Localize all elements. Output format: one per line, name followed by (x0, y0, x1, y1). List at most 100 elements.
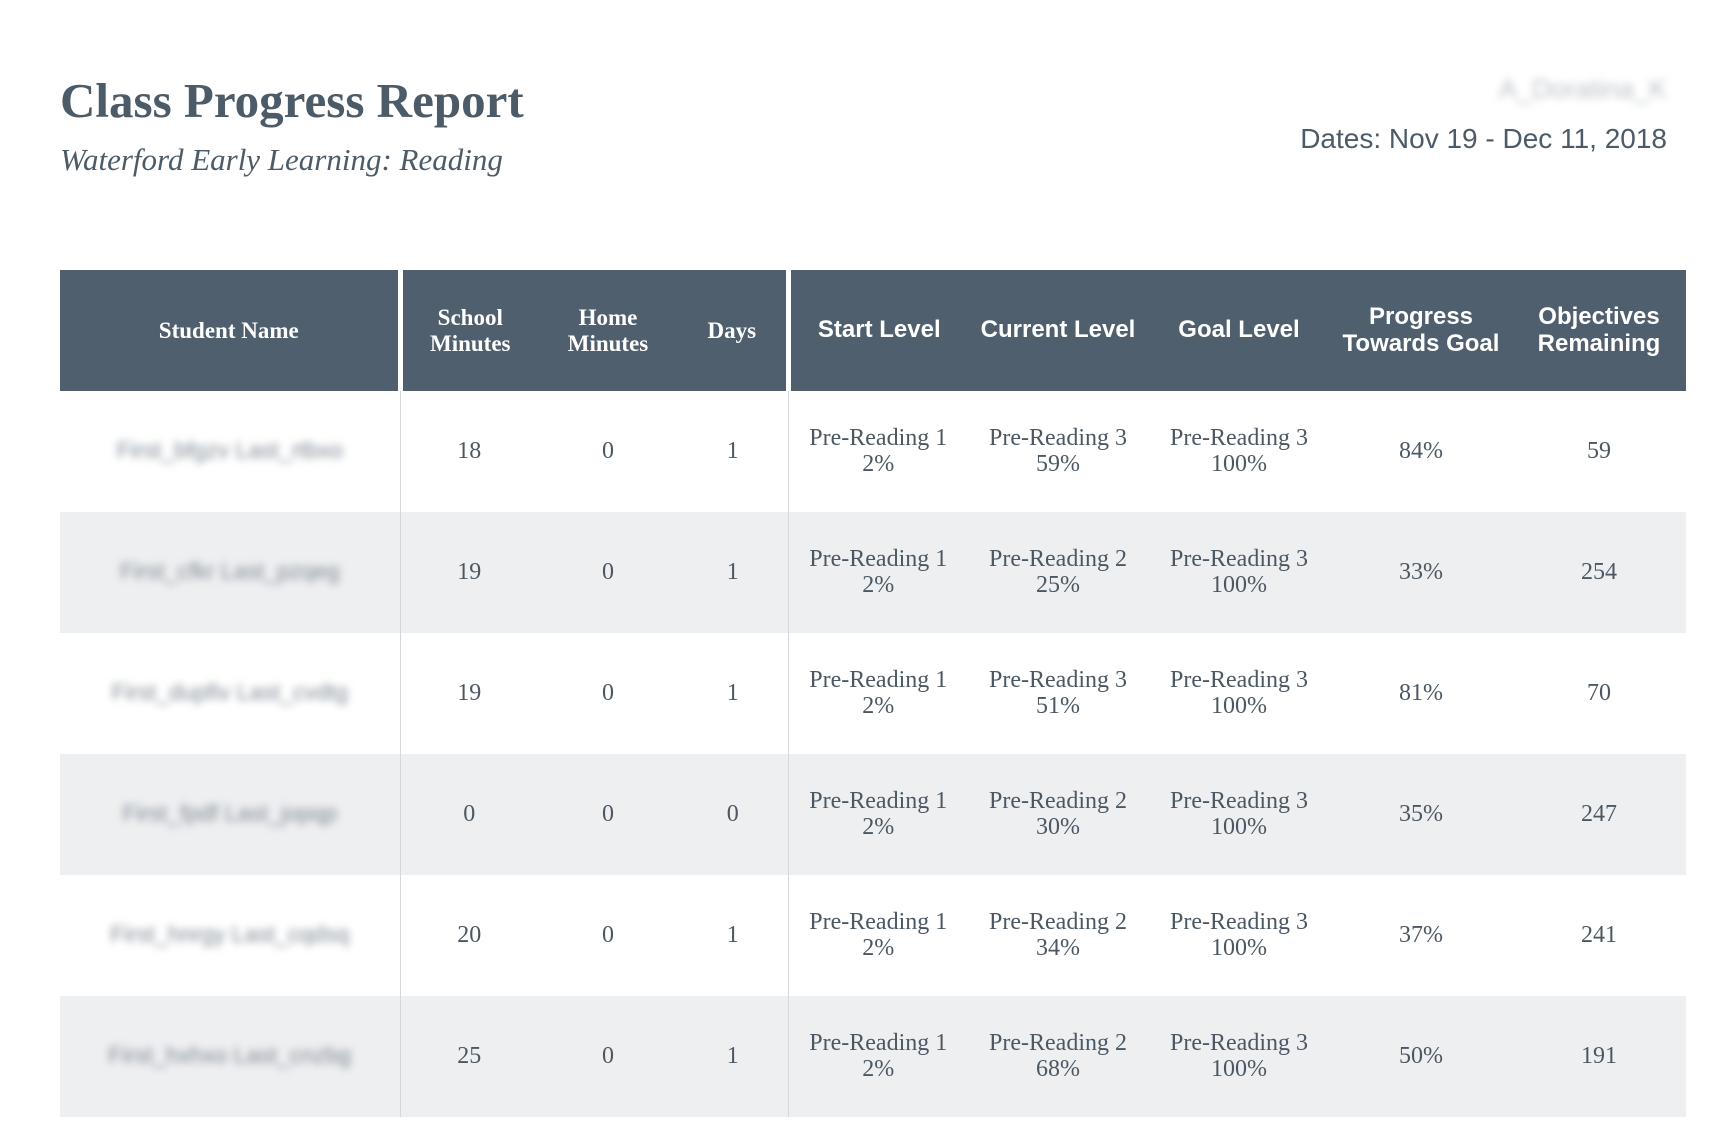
header-objectives-remaining[interactable]: Objectives Remaining (1512, 270, 1686, 391)
goal-level-name: Pre-Reading 3 (1170, 1030, 1308, 1057)
start-level-cell: Pre-Reading 1 2% (787, 391, 968, 512)
goal-level-percent: 100% (1211, 571, 1267, 598)
current-level-name: Pre-Reading 2 (989, 1030, 1127, 1057)
school-minutes-cell: 19 (399, 633, 538, 754)
header-goal-level[interactable]: Goal Level (1148, 270, 1330, 391)
start-level-name: Pre-Reading 1 (809, 1030, 948, 1057)
goal-level-percent: 100% (1211, 813, 1267, 840)
days-cell: 0 (678, 754, 788, 875)
start-level-percent: 2% (862, 813, 895, 840)
goal-level-percent: 100% (1211, 450, 1267, 477)
start-level-cell: Pre-Reading 1 2% (787, 996, 968, 1117)
student-name-cell[interactable]: First_cfkr Last_pzqeg (60, 512, 400, 633)
school-minutes-cell: 20 (399, 875, 538, 996)
progress-cell: 33% (1330, 512, 1512, 633)
goal-level-cell: Pre-Reading 3 100% (1148, 633, 1330, 754)
start-level-name: Pre-Reading 1 (809, 667, 948, 694)
school-minutes-cell: 18 (399, 391, 538, 512)
student-name[interactable]: First_hnrgy Last_cqdsq (110, 921, 350, 948)
progress-cell: 35% (1330, 754, 1512, 875)
current-level-percent: 34% (1036, 934, 1080, 961)
current-level-percent: 30% (1036, 813, 1080, 840)
school-minutes-cell: 19 (399, 512, 538, 633)
home-minutes-cell: 0 (538, 754, 678, 875)
header-home-minutes[interactable]: Home Minutes (538, 270, 678, 391)
start-level-percent: 2% (862, 692, 895, 719)
student-name-cell[interactable]: First_hxhxo Last_cnzbg (60, 996, 400, 1117)
current-level-name: Pre-Reading 2 (989, 909, 1127, 936)
current-level-cell: Pre-Reading 2 25% (968, 512, 1148, 633)
start-level-cell: Pre-Reading 1 2% (787, 875, 968, 996)
start-level-percent: 2% (862, 1055, 895, 1082)
student-name[interactable]: First_cfkr Last_pzqeg (119, 558, 340, 585)
header-student-name[interactable]: Student Name (60, 270, 400, 391)
table-row: First_fpdf Last_jopqp 0 0 0 Pre-Reading 1 2% P… (60, 754, 1686, 875)
current-level-cell: Pre-Reading 3 59% (968, 391, 1148, 512)
report-dates: Dates: Nov 19 - Dec 11, 2018 (1300, 123, 1667, 154)
header-school-minutes[interactable]: School Minutes (397, 270, 538, 391)
start-level-name: Pre-Reading 1 (809, 788, 948, 815)
start-level-cell: Pre-Reading 1 2% (787, 512, 968, 633)
current-level-percent: 59% (1036, 450, 1080, 477)
goal-level-cell: Pre-Reading 3 100% (1148, 512, 1330, 633)
objectives-remaining-cell: 59 (1587, 437, 1611, 464)
progress-cell: 50% (1330, 996, 1512, 1117)
start-level-name: Pre-Reading 1 (809, 546, 948, 573)
current-level-name: Pre-Reading 3 (989, 425, 1127, 452)
days-cell: 1 (726, 921, 739, 948)
header-days[interactable]: Days (678, 270, 788, 391)
goal-level-name: Pre-Reading 3 (1170, 788, 1308, 815)
home-minutes-cell: 0 (602, 679, 614, 706)
days-cell: 1 (678, 996, 788, 1117)
student-name[interactable]: First_dupfiv Last_cvdtg (111, 679, 348, 706)
days-cell: 1 (726, 679, 739, 706)
goal-level-cell: Pre-Reading 3 100% (1148, 391, 1330, 512)
header-current-level[interactable]: Current Level (968, 270, 1148, 391)
current-level-percent: 68% (1036, 1055, 1080, 1082)
report-title: Class Progress Report (60, 73, 524, 128)
progress-cell: 37% (1399, 921, 1443, 948)
current-level-name: Pre-Reading 3 (989, 667, 1127, 694)
start-level-percent: 2% (862, 450, 895, 477)
goal-level-percent: 100% (1211, 692, 1267, 719)
header-start-level[interactable]: Start Level (785, 270, 968, 391)
start-level-name: Pre-Reading 1 (809, 425, 948, 452)
goal-level-cell: Pre-Reading 3 100% (1148, 996, 1330, 1117)
student-name[interactable]: First_bfgzv Last_rtbxo (116, 437, 343, 464)
current-level-cell: Pre-Reading 2 68% (968, 996, 1148, 1117)
student-name-cell[interactable]: First_bfgzv Last_rtbxo (60, 391, 400, 512)
goal-level-cell: Pre-Reading 3 100% (1148, 754, 1330, 875)
objectives-remaining-cell: 254 (1512, 512, 1686, 633)
goal-level-percent: 100% (1211, 1055, 1267, 1082)
current-level-cell: Pre-Reading 3 51% (968, 633, 1148, 754)
progress-cell: 84% (1399, 437, 1443, 464)
goal-level-name: Pre-Reading 3 (1170, 909, 1308, 936)
current-level-name: Pre-Reading 2 (989, 546, 1127, 573)
student-name[interactable]: First_hxhxo Last_cnzbg (108, 1042, 352, 1069)
school-minutes-cell: 0 (399, 754, 538, 875)
student-name-cell[interactable]: First_fpdf Last_jopqp (60, 754, 400, 875)
goal-level-percent: 100% (1211, 934, 1267, 961)
home-minutes-cell: 0 (602, 437, 614, 464)
school-minutes-cell: 25 (399, 996, 538, 1117)
table-row: First_dupfiv Last_cvdtg 19 0 1 Pre-Reading 1… (60, 633, 1686, 754)
start-level-percent: 2% (862, 934, 895, 961)
start-level-name: Pre-Reading 1 (809, 909, 948, 936)
goal-level-name: Pre-Reading 3 (1170, 667, 1308, 694)
report-subtitle: Waterford Early Learning: Reading (60, 142, 503, 177)
teacher-name: A_Doratina_K (1498, 74, 1667, 104)
student-name[interactable]: First_fpdf Last_jopqp (122, 800, 338, 827)
current-level-cell: Pre-Reading 2 34% (968, 875, 1148, 996)
student-name-cell[interactable]: First_hnrgy Last_cqdsq (60, 875, 400, 996)
start-level-percent: 2% (862, 571, 895, 598)
goal-level-cell: Pre-Reading 3 100% (1148, 875, 1330, 996)
current-level-name: Pre-Reading 2 (989, 788, 1127, 815)
home-minutes-cell: 0 (538, 512, 678, 633)
objectives-remaining-cell: 70 (1587, 679, 1611, 706)
objectives-remaining-cell: 191 (1512, 996, 1686, 1117)
objectives-remaining-cell: 247 (1512, 754, 1686, 875)
header-progress-towards-goal[interactable]: Progress Towards Goal (1330, 270, 1512, 391)
student-name-cell[interactable]: First_dupfiv Last_cvdtg (60, 633, 400, 754)
